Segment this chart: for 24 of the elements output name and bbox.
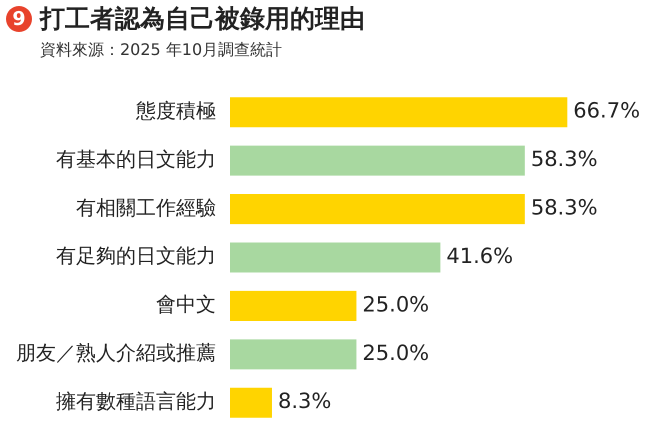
y-tick-label: 有足夠的日文能力 bbox=[56, 244, 216, 268]
chart-subtitle: 資料來源：2025 年10月調查統計 bbox=[40, 40, 282, 61]
bar bbox=[230, 146, 525, 176]
bar bbox=[230, 339, 356, 370]
data-label: 25.0% bbox=[362, 340, 430, 365]
data-label: 41.6% bbox=[446, 244, 514, 268]
y-tick-label: 態度積極 bbox=[135, 98, 216, 122]
y-tick-label: 會中文 bbox=[156, 292, 216, 316]
bar bbox=[230, 194, 525, 224]
data-label: 66.7% bbox=[573, 98, 640, 123]
data-label: 58.3% bbox=[530, 147, 598, 172]
bar bbox=[230, 290, 356, 321]
number-badge: 9 bbox=[6, 6, 32, 32]
data-label: 58.3% bbox=[530, 196, 598, 220]
bar bbox=[230, 242, 440, 273]
bar bbox=[230, 388, 272, 418]
data-label: 25.0% bbox=[362, 292, 430, 316]
y-tick-label: 有相關工作經驗 bbox=[76, 195, 216, 220]
y-tick-label: 朋友／熟人介紹或推薦 bbox=[16, 340, 216, 365]
y-tick-label: 有基本的日文能力 bbox=[56, 146, 216, 171]
data-label: 8.3% bbox=[278, 389, 332, 414]
chart-title: 打工者認為自己被錄用的理由 bbox=[40, 3, 365, 35]
bar bbox=[230, 97, 568, 128]
y-tick-label: 擁有數種語言能力 bbox=[56, 388, 216, 413]
